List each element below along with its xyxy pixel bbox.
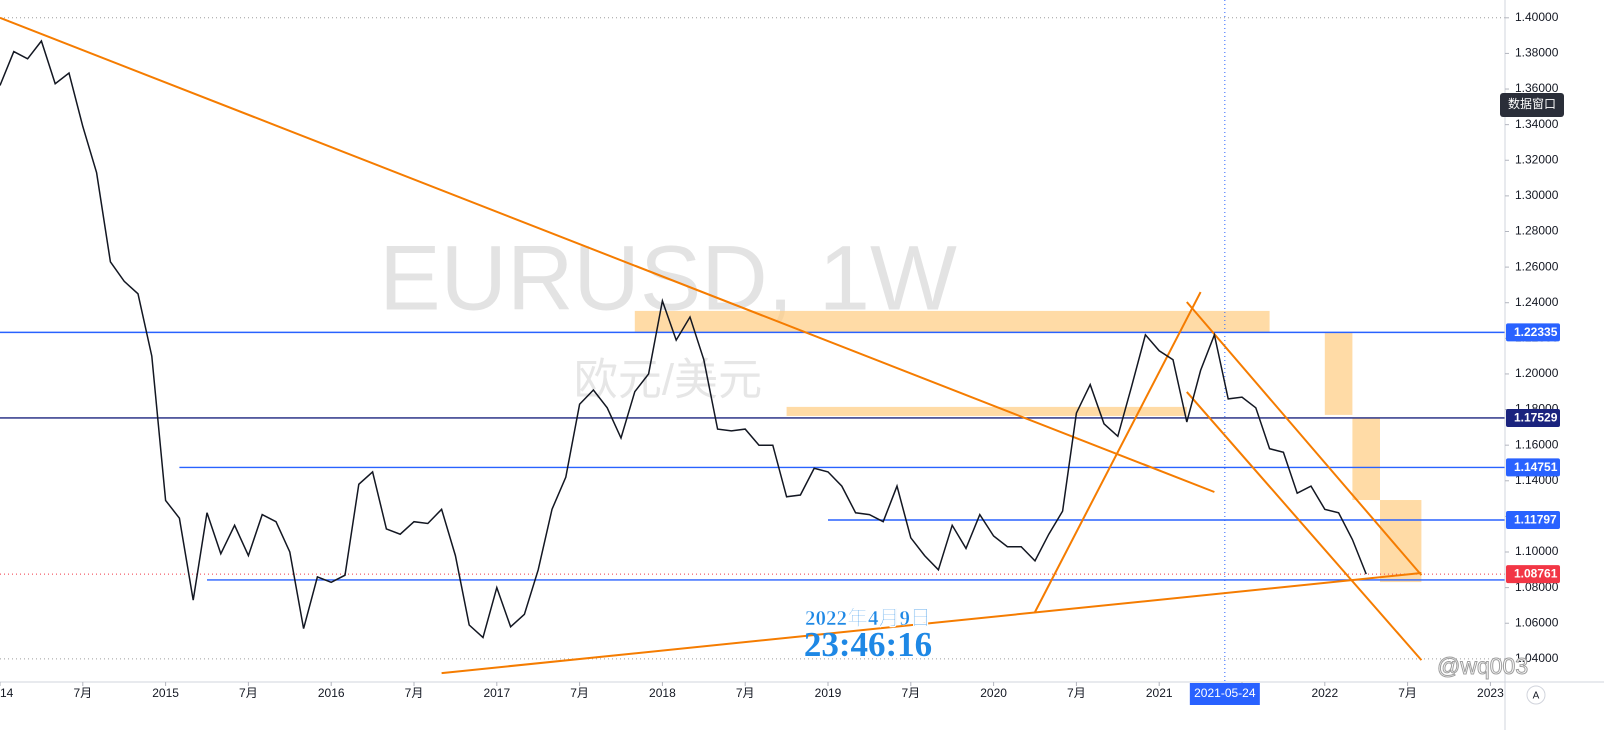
x-tick-label: 7月 [239, 686, 258, 700]
x-tick-label: 7月 [405, 686, 424, 700]
axes: 1.040001.060001.080001.100001.120001.140… [0, 10, 1560, 705]
x-tick-label: 2022 [1311, 686, 1338, 700]
trendline [1034, 291, 1202, 613]
zone [634, 310, 1270, 333]
x-tick-label: 2014 [0, 686, 14, 700]
x-tick-label: 2023 [1477, 686, 1504, 700]
symbol-description: 欧元/美元 [574, 356, 762, 405]
x-tick-label: 2016 [318, 686, 345, 700]
x-tick-label: 7月 [570, 686, 589, 700]
x-tick-label: 7月 [1398, 686, 1417, 700]
level-price-label-box [1506, 323, 1560, 342]
plot-area [0, 0, 1505, 682]
y-tick-label: 1.34000 [1515, 117, 1559, 131]
auto-scale-button[interactable] [1526, 685, 1546, 705]
auto-scale-label[interactable]: A [1533, 691, 1540, 702]
y-tick-label: 1.40000 [1515, 10, 1559, 24]
trendline [441, 572, 1422, 675]
y-tick-label: 1.28000 [1515, 224, 1559, 238]
y-tick-label: 1.26000 [1515, 259, 1559, 273]
clock-time: 23:46:16 [804, 625, 932, 664]
x-tick-label: 7月 [73, 686, 92, 700]
level-price-label: 1.11797 [1514, 513, 1557, 527]
y-tick-label: 1.04000 [1515, 651, 1559, 665]
author-watermark: @wq003 [1437, 653, 1528, 679]
last-price-label: 1.08761 [1514, 567, 1558, 581]
x-tick-label: 7月 [1067, 686, 1086, 700]
clock-date: 2022年4月9日 [805, 606, 931, 630]
x-tick-label: 7月 [736, 686, 755, 700]
zone [1324, 332, 1353, 415]
trendline [1186, 301, 1423, 576]
x-tick-label: 2019 [815, 686, 842, 700]
zone [1352, 417, 1380, 501]
y-tick-label: 1.08000 [1515, 580, 1559, 594]
y-tick-label: 1.16000 [1515, 437, 1559, 451]
data-window-label[interactable]: 数据窗口 [1508, 96, 1556, 111]
x-tick-label: 2020 [980, 686, 1007, 700]
y-tick-label: 1.36000 [1515, 81, 1559, 95]
x-tick-label: 7月 [901, 686, 920, 700]
level-price-label-box [1506, 408, 1560, 427]
level-price-label: 1.17529 [1514, 411, 1558, 425]
zone [1380, 500, 1422, 583]
last-price-label-box [1506, 565, 1560, 584]
trendline [0, 16, 1215, 493]
trendline [1186, 391, 1423, 661]
crosshair-date-box [1189, 683, 1260, 705]
x-tick-label: 2015 [152, 686, 179, 700]
level-price-label: 1.14751 [1514, 460, 1558, 474]
zone [786, 406, 1187, 416]
y-tick-label: 1.10000 [1515, 544, 1559, 558]
x-tick-label: 2018 [649, 686, 676, 700]
y-tick-label: 1.32000 [1515, 152, 1559, 166]
y-tick-label: 1.30000 [1515, 188, 1559, 202]
crosshair-date-label: 2021-05-24 [1194, 686, 1256, 700]
price-line [0, 39, 1367, 639]
data-window-button[interactable] [1500, 93, 1564, 117]
y-tick-label: 1.24000 [1515, 295, 1559, 309]
y-tick-label: 1.06000 [1515, 615, 1559, 629]
level-price-label: 1.22335 [1514, 325, 1558, 339]
y-tick-label: 1.14000 [1515, 473, 1559, 487]
level-price-label-box [1506, 458, 1560, 477]
x-tick-label: 2017 [483, 686, 510, 700]
y-tick-label: 1.38000 [1515, 46, 1559, 60]
level-price-label-box [1506, 511, 1560, 530]
x-tick-label: 2021 [1146, 686, 1173, 700]
y-tick-label: 1.20000 [1515, 366, 1559, 380]
